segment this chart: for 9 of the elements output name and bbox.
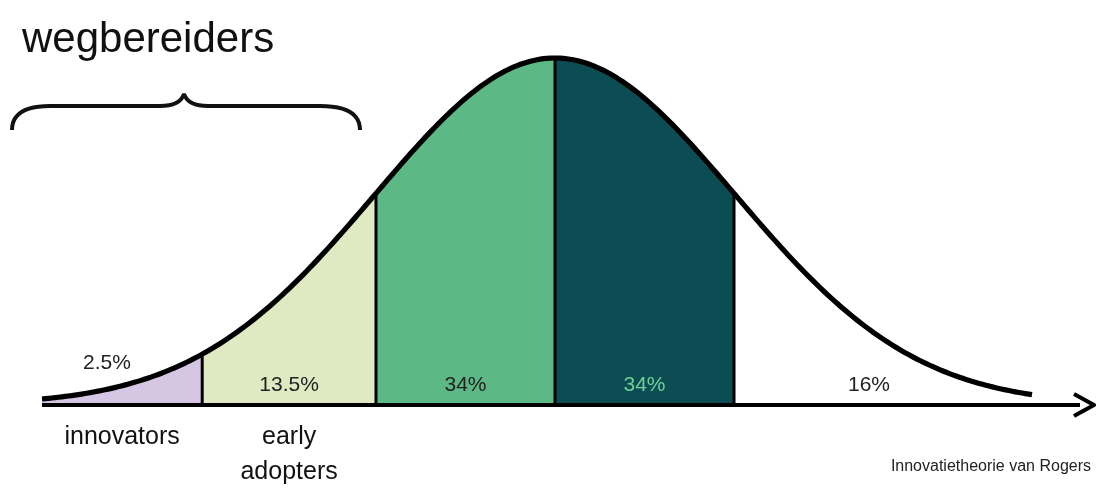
data-label: 34% <box>623 372 666 395</box>
category-label: innovators <box>64 421 180 449</box>
data-label: 16% <box>847 372 891 395</box>
text: wegbereiders <box>21 14 275 61</box>
category-label: early adopters <box>240 421 338 484</box>
text: Innovatietheorie van Rogers <box>890 457 1091 474</box>
data-label: 34% <box>444 372 487 395</box>
data-label: 2.5% <box>83 350 131 373</box>
data-label: 13.5% <box>259 372 319 395</box>
